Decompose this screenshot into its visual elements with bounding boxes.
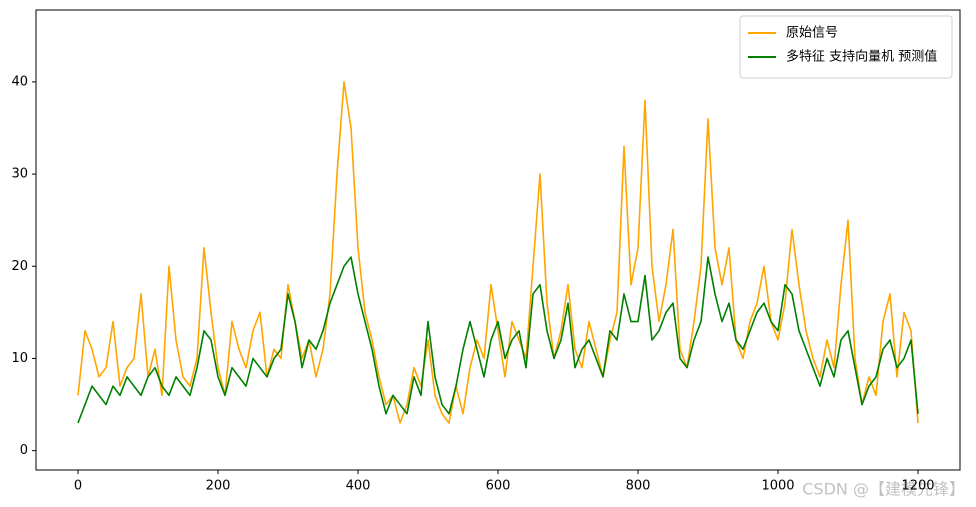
- legend-label: 原始信号: [786, 26, 838, 41]
- x-tick-label: 400: [346, 479, 371, 494]
- plot-frame: [35, 9, 961, 471]
- watermark: CSDN @【建模先锋】: [802, 480, 965, 499]
- y-tick-label: 0: [20, 443, 28, 458]
- x-tick-label: 800: [626, 479, 651, 494]
- x-tick-label: 600: [486, 479, 511, 494]
- series-line: [77, 81, 919, 424]
- series-line: [77, 256, 919, 424]
- x-tick-label: 1000: [761, 479, 794, 494]
- x-tick-label: 1200: [901, 479, 934, 494]
- legend-box: [739, 15, 953, 79]
- y-tick-label: 40: [11, 74, 28, 89]
- y-tick-label: 20: [11, 259, 28, 274]
- y-tick-label: 10: [11, 351, 28, 366]
- legend-label: 多特征 支持向量机 预测值: [786, 49, 937, 65]
- x-tick-label: 200: [206, 479, 231, 494]
- x-tick-label: 0: [74, 479, 82, 494]
- y-tick-label: 30: [11, 167, 28, 182]
